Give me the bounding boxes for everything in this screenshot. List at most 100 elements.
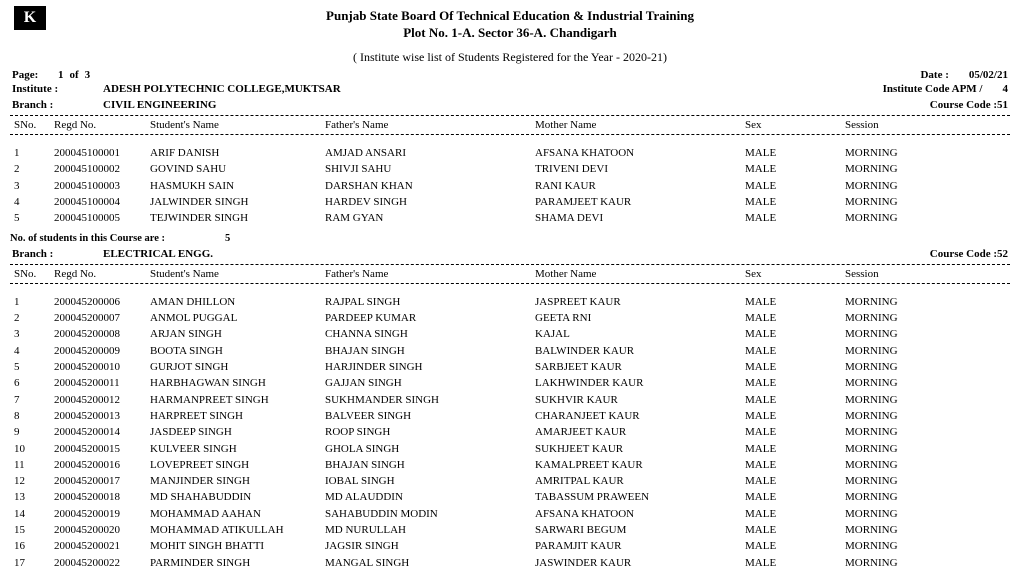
title-line2: Plot No. 1-A. Sector 36-A. Chandigarh <box>10 25 1010 42</box>
cell-sex: MALE <box>745 442 845 456</box>
cell-session: MORNING <box>845 523 945 537</box>
cell-student: AMAN DHILLON <box>150 295 325 309</box>
cell-mother: AMARJEET KAUR <box>535 425 745 439</box>
table-row: 2 200045200007 ANMOL PUGGAL PARDEEP KUMA… <box>10 310 1010 326</box>
page-of: of <box>70 69 79 81</box>
cell-father: MD NURULLAH <box>325 523 535 537</box>
cell-mother: JASWINDER KAUR <box>535 556 745 570</box>
cell-session: MORNING <box>845 295 945 309</box>
cell-father: MD ALAUDDIN <box>325 490 535 504</box>
cell-sno: 7 <box>10 393 50 407</box>
table-row: 5 200045200010 GURJOT SINGH HARJINDER SI… <box>10 359 1010 375</box>
cell-session: MORNING <box>845 556 945 570</box>
cell-mother: AMRITPAL KAUR <box>535 474 745 488</box>
course-summary: No. of students in this Course are : 5 <box>10 233 1010 244</box>
cell-regd: 200045200014 <box>50 425 150 439</box>
cell-session: MORNING <box>845 490 945 504</box>
cell-session: MORNING <box>845 507 945 521</box>
cell-session: MORNING <box>845 179 945 193</box>
page-title: Punjab State Board Of Technical Educatio… <box>10 8 1010 42</box>
table-row: 3 200045200008 ARJAN SINGH CHANNA SINGH … <box>10 326 1010 342</box>
cell-father: GAJJAN SINGH <box>325 376 535 390</box>
table-row: 4 200045200009 BOOTA SINGH BHAJAN SINGH … <box>10 343 1010 359</box>
meta-page-date: Page: 1 of 3 Date : 05/02/21 <box>10 69 1010 81</box>
cell-sno: 5 <box>10 211 50 225</box>
cell-sno: 10 <box>10 442 50 456</box>
cell-sno: 13 <box>10 490 50 504</box>
cell-sno: 5 <box>10 360 50 374</box>
cell-regd: 200045200017 <box>50 474 150 488</box>
cell-sno: 1 <box>10 146 50 160</box>
cell-sno: 4 <box>10 344 50 358</box>
cell-sno: 17 <box>10 556 50 570</box>
col-session: Session <box>845 118 945 132</box>
cell-mother: SARBJEET KAUR <box>535 360 745 374</box>
cell-sno: 3 <box>10 179 50 193</box>
cell-student: MOHAMMAD ATIKULLAH <box>150 523 325 537</box>
cell-father: IOBAL SINGH <box>325 474 535 488</box>
cell-sex: MALE <box>745 458 845 472</box>
cell-sex: MALE <box>745 311 845 325</box>
cell-sno: 2 <box>10 162 50 176</box>
cell-father: BHAJAN SINGH <box>325 344 535 358</box>
table-row: 1 200045100001 ARIF DANISH AMJAD ANSARI … <box>10 145 1010 161</box>
cell-sex: MALE <box>745 146 845 160</box>
cell-father: ROOP SINGH <box>325 425 535 439</box>
cell-regd: 200045200022 <box>50 556 150 570</box>
cell-mother: PARAMJIT KAUR <box>535 539 745 553</box>
cell-regd: 200045100002 <box>50 162 150 176</box>
cell-sex: MALE <box>745 507 845 521</box>
cell-session: MORNING <box>845 442 945 456</box>
cell-session: MORNING <box>845 539 945 553</box>
cell-father: BALVEER SINGH <box>325 409 535 423</box>
cell-sex: MALE <box>745 211 845 225</box>
cell-regd: 200045200019 <box>50 507 150 521</box>
cell-father: RAM GYAN <box>325 211 535 225</box>
cell-mother: SUKHJEET KAUR <box>535 442 745 456</box>
subheader: ( Institute wise list of Students Regist… <box>10 50 1010 65</box>
table-row: 15 200045200020 MOHAMMAD ATIKULLAH MD NU… <box>10 522 1010 538</box>
table-row: 7 200045200012 HARMANPREET SINGH SUKHMAN… <box>10 392 1010 408</box>
cell-regd: 200045200021 <box>50 539 150 553</box>
cell-student: HASMUKH SAIN <box>150 179 325 193</box>
cell-sex: MALE <box>745 327 845 341</box>
cell-student: PARMINDER SINGH <box>150 556 325 570</box>
table-row: 16 200045200021 MOHIT SINGH BHATTI JAGSI… <box>10 538 1010 554</box>
cell-session: MORNING <box>845 425 945 439</box>
cell-sno: 11 <box>10 458 50 472</box>
institute-label: Institute : <box>12 83 77 95</box>
cell-sex: MALE <box>745 409 845 423</box>
cell-student: JASDEEP SINGH <box>150 425 325 439</box>
cell-sex: MALE <box>745 393 845 407</box>
cell-father: HARDEV SINGH <box>325 195 535 209</box>
cell-mother: AFSANA KHATOON <box>535 146 745 160</box>
cell-session: MORNING <box>845 376 945 390</box>
cell-mother: RANI KAUR <box>535 179 745 193</box>
col-session: Session <box>845 267 945 281</box>
cell-mother: BALWINDER KAUR <box>535 344 745 358</box>
col-sex: Sex <box>745 118 845 132</box>
col-student: Student's Name <box>150 118 325 132</box>
cell-sno: 1 <box>10 295 50 309</box>
cell-mother: SARWARI BEGUM <box>535 523 745 537</box>
cell-regd: 200045200020 <box>50 523 150 537</box>
page-label: Page: <box>12 69 52 81</box>
cell-mother: KAMALPREET KAUR <box>535 458 745 472</box>
cell-sno: 15 <box>10 523 50 537</box>
cell-regd: 200045200006 <box>50 295 150 309</box>
cell-student: BOOTA SINGH <box>150 344 325 358</box>
cell-father: RAJPAL SINGH <box>325 295 535 309</box>
cell-sno: 4 <box>10 195 50 209</box>
cell-father: SHIVJI SAHU <box>325 162 535 176</box>
table-row: 2 200045100002 GOVIND SAHU SHIVJI SAHU T… <box>10 161 1010 177</box>
cell-sex: MALE <box>745 179 845 193</box>
branch-section: Branch : ELECTRICAL ENGG. Course Code :5… <box>10 248 1010 571</box>
meta-institute: Institute : ADESH POLYTECHNIC COLLEGE,MU… <box>10 83 1010 95</box>
cell-session: MORNING <box>845 162 945 176</box>
table-row: 3 200045100003 HASMUKH SAIN DARSHAN KHAN… <box>10 178 1010 194</box>
table-row: 8 200045200013 HARPREET SINGH BALVEER SI… <box>10 408 1010 424</box>
cell-father: MANGAL SINGH <box>325 556 535 570</box>
logo: K <box>14 6 46 30</box>
summary-count: 5 <box>225 233 230 244</box>
table-row: 12 200045200017 MANJINDER SINGH IOBAL SI… <box>10 473 1010 489</box>
